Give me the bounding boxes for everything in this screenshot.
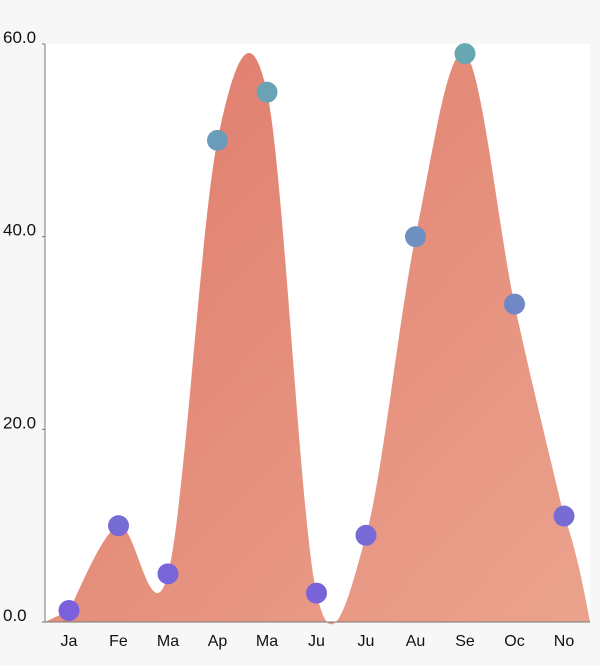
point <box>306 582 327 604</box>
point <box>405 226 426 248</box>
y-tick-label: 40.0 <box>3 221 36 240</box>
x-tick-label: Ja <box>61 633 78 650</box>
point <box>58 599 80 621</box>
y-tick-label: 20.0 <box>3 413 36 432</box>
x-tick-label: Au <box>406 633 426 650</box>
x-tick-label: Ma <box>157 633 179 650</box>
x-tick-label: Ju <box>358 633 375 650</box>
point <box>504 293 525 315</box>
point <box>454 43 476 65</box>
y-tick-label: 60.0 <box>3 28 36 47</box>
x-tick-label: Ma <box>256 633 278 650</box>
point <box>256 81 278 103</box>
x-tick-label: Oc <box>504 633 524 650</box>
y-tick-label: 0.0 <box>3 606 27 625</box>
x-tick-label: Ap <box>208 633 228 650</box>
point <box>157 563 179 585</box>
point <box>108 515 129 537</box>
x-tick-label: No <box>554 633 575 650</box>
x-tick-label: Ju <box>308 633 325 650</box>
area <box>45 52 590 625</box>
point <box>553 505 575 527</box>
point <box>207 129 228 151</box>
x-tick-label: Se <box>455 633 475 650</box>
x-tick-label: Fe <box>109 633 128 650</box>
point <box>355 524 377 546</box>
